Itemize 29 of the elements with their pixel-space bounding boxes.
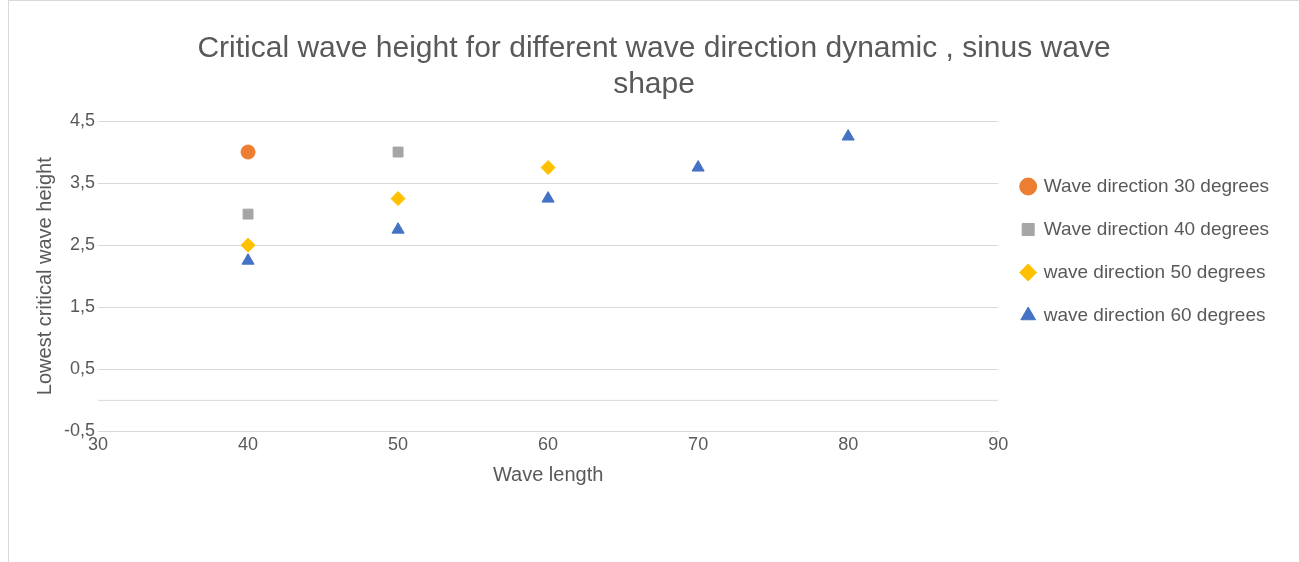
x-tick-label: 70 bbox=[688, 434, 709, 455]
y-tick-label: 3,5 bbox=[69, 172, 96, 193]
point bbox=[241, 253, 255, 265]
point bbox=[240, 237, 256, 253]
x-tick-label: 60 bbox=[538, 434, 559, 455]
y-tick-label: 4,5 bbox=[69, 109, 96, 130]
legend-label: wave direction 50 degrees bbox=[1042, 260, 1266, 282]
legend-label: Wave direction 30 degrees bbox=[1043, 174, 1269, 196]
x-tick-label: 90 bbox=[988, 434, 1009, 455]
y-tick-label: 1,5 bbox=[69, 296, 96, 317]
point bbox=[391, 222, 405, 234]
point bbox=[240, 144, 256, 160]
x-axis-title: Wave length bbox=[492, 462, 604, 485]
point bbox=[390, 191, 406, 207]
x-tick-label: 50 bbox=[388, 434, 409, 455]
legend-label: wave direction 60 degrees bbox=[1042, 303, 1266, 325]
point bbox=[841, 129, 855, 141]
point bbox=[540, 160, 556, 176]
y-tick-label: 0,5 bbox=[69, 358, 96, 379]
y-axis-title: Lowest critical wave height bbox=[32, 156, 55, 396]
x-tick-label: 80 bbox=[838, 434, 859, 455]
y-tick-label: 2,5 bbox=[69, 234, 96, 255]
chart-title: Critical wave height for different wave direction dynamic , sinus wave shape bbox=[197, 30, 1111, 100]
point bbox=[541, 191, 555, 203]
point bbox=[242, 208, 254, 220]
x-tick-label: 40 bbox=[238, 434, 259, 455]
point bbox=[392, 146, 404, 158]
legend-label: Wave direction 40 degrees bbox=[1043, 217, 1269, 239]
point bbox=[691, 160, 705, 172]
